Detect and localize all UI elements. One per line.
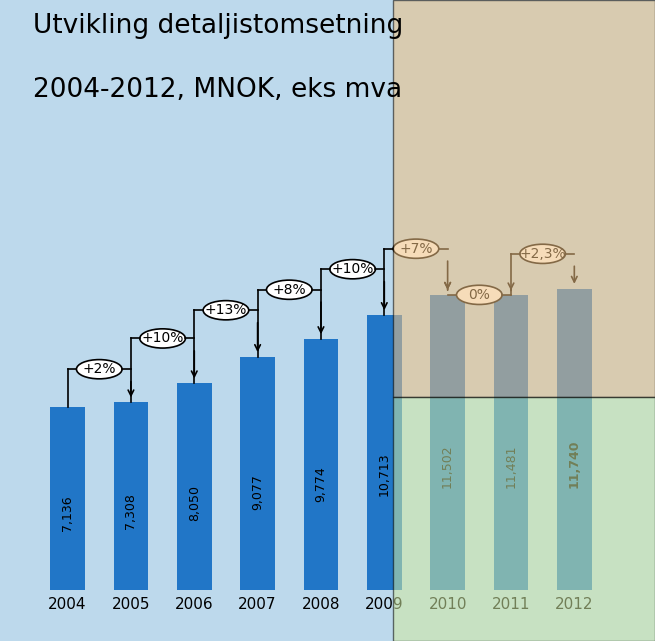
Bar xyxy=(430,295,465,590)
Ellipse shape xyxy=(203,301,249,320)
Text: 0%: 0% xyxy=(468,288,490,302)
Text: 11,502: 11,502 xyxy=(441,444,454,488)
Ellipse shape xyxy=(267,280,312,299)
Ellipse shape xyxy=(520,244,565,263)
Text: Utvikling detaljistomsetning: Utvikling detaljistomsetning xyxy=(33,13,403,39)
Text: 7,136: 7,136 xyxy=(61,495,74,531)
Text: 9,774: 9,774 xyxy=(314,467,328,503)
Text: 11,481: 11,481 xyxy=(504,444,517,488)
Bar xyxy=(494,296,529,590)
Text: 10,713: 10,713 xyxy=(378,453,391,496)
Text: +2,3%: +2,3% xyxy=(519,247,566,261)
Text: +10%: +10% xyxy=(331,262,374,276)
Text: +13%: +13% xyxy=(205,303,247,317)
Text: 11,740: 11,740 xyxy=(568,439,581,488)
Bar xyxy=(50,407,85,590)
Text: +2%: +2% xyxy=(83,362,116,376)
Bar xyxy=(557,288,591,590)
Bar xyxy=(177,383,212,590)
Ellipse shape xyxy=(393,239,439,258)
Text: 8,050: 8,050 xyxy=(188,485,201,521)
Text: 7,308: 7,308 xyxy=(124,493,138,529)
Bar xyxy=(113,403,148,590)
Text: +10%: +10% xyxy=(141,331,184,345)
Text: 2004-2012, MNOK, eks mva: 2004-2012, MNOK, eks mva xyxy=(33,77,402,103)
Ellipse shape xyxy=(140,329,185,348)
Text: +7%: +7% xyxy=(399,242,433,256)
Bar xyxy=(303,339,339,590)
Bar xyxy=(367,315,402,590)
Text: 9,077: 9,077 xyxy=(251,474,264,510)
Ellipse shape xyxy=(77,360,122,379)
Bar xyxy=(240,357,275,590)
Text: +8%: +8% xyxy=(272,283,306,297)
Ellipse shape xyxy=(330,260,375,279)
Ellipse shape xyxy=(457,285,502,304)
